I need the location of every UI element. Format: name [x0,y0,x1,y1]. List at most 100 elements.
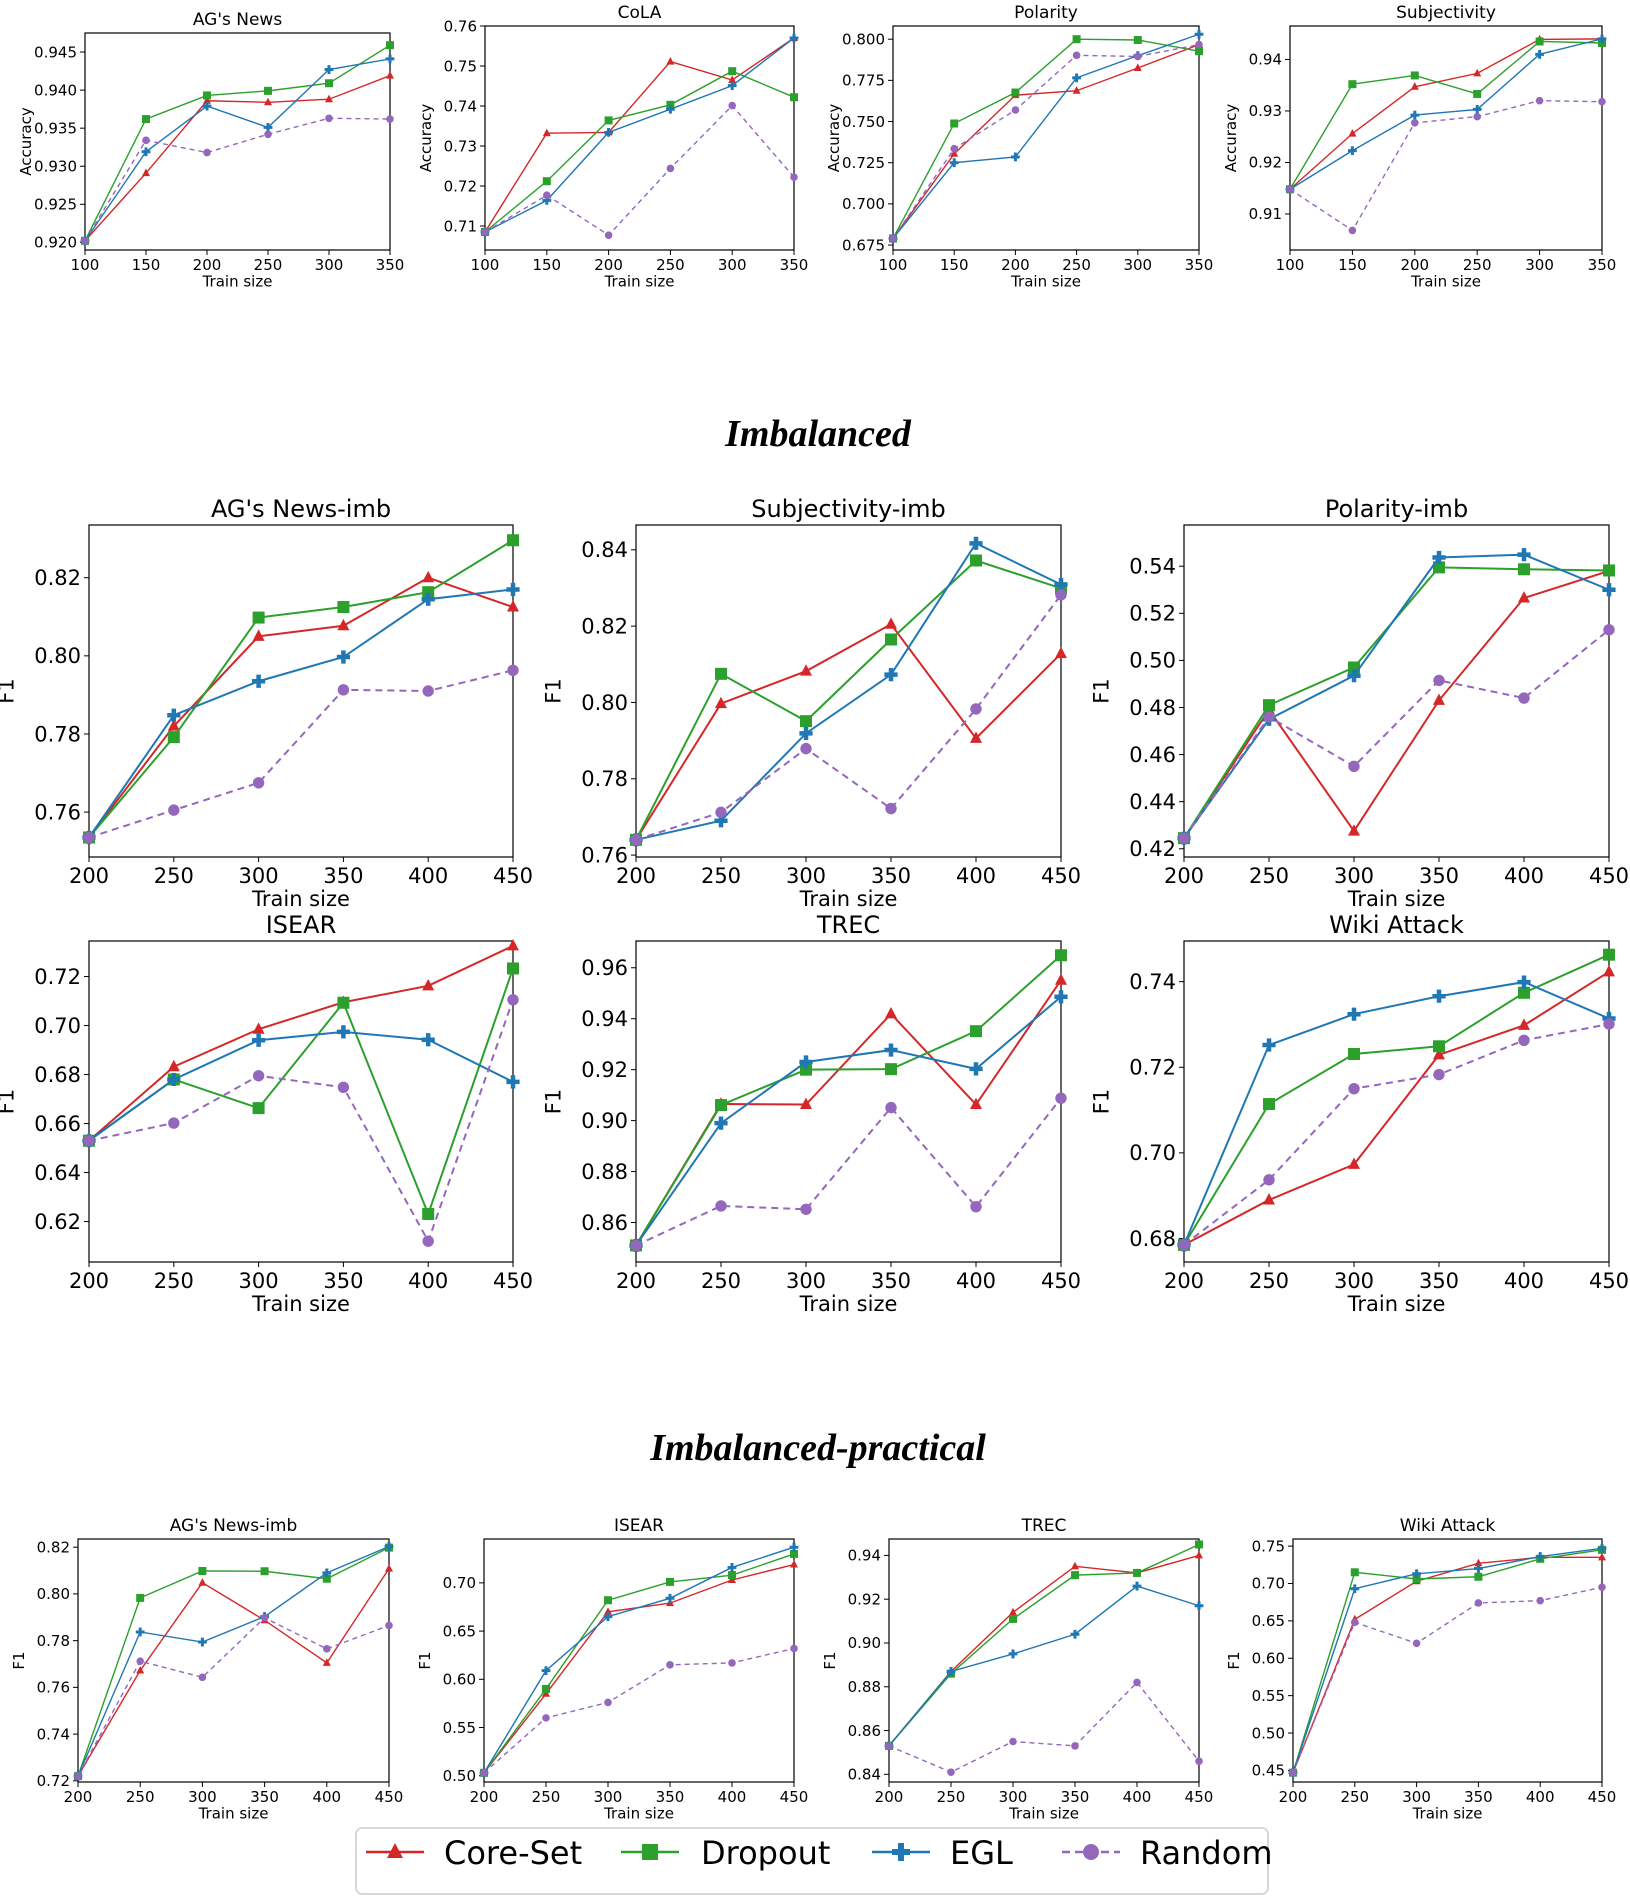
x-axis-label: Train size [799,1292,898,1316]
data-point-random [1055,589,1067,601]
chart-panel: Polarity 100 150 200 250 300 350 0.675 0.700 0.72… [825,3,1213,291]
y-tick-label: 0.72 [1129,1056,1176,1080]
data-point-random [386,115,394,123]
legend-item-egl: EGL [872,1834,1013,1872]
chart-title: TREC [816,911,880,939]
data-point-egl [1472,105,1482,114]
plot-frame [1183,524,1610,858]
data-point-coreset [970,731,982,743]
x-tick-label: 200 [69,1269,109,1293]
data-point-egl [946,1667,956,1676]
data-point-egl [727,1563,737,1572]
data-point-random [800,1203,812,1215]
charts-group: AG's News 100 150 200 250 300 350 0.920 0.925 0.9… [0,3,1629,1823]
data-point-random [970,703,982,715]
data-point-random [1286,185,1294,194]
data-point-dropout [1263,1098,1275,1111]
y-axis-label: F1 [541,678,565,703]
data-point-dropout [264,86,272,95]
chart-title: Polarity-imb [1325,495,1468,523]
plot-frame [888,1538,1200,1783]
series-line-egl [635,996,1062,1247]
data-point-random [480,1769,488,1777]
data-point-random [800,742,812,755]
data-point-random [950,144,958,153]
y-tick-label: 0.70 [443,1574,476,1592]
data-point-random [83,1135,95,1147]
data-point-dropout [1133,1568,1141,1577]
x-tick-label: 100 [1276,256,1305,274]
y-tick-label: 0.82 [581,614,628,638]
x-tick-label: 300 [1334,1269,1374,1293]
x-axis-label: Train size [198,1805,269,1823]
data-point-dropout [422,1207,435,1220]
y-axis-label: F1 [1089,1089,1113,1114]
data-point-dropout [542,1684,550,1693]
legend-item-random: Random [1062,1834,1272,1872]
x-tick-label: 300 [1334,864,1374,888]
section-title-imbalanced-practical: Imbalanced-practical [649,1427,986,1469]
y-axis-label: Accuracy [417,104,435,173]
y-tick-label: 0.76 [34,800,81,824]
data-point-dropout [604,1596,612,1605]
data-point-random [1598,1583,1606,1592]
series-line-egl [483,1546,795,1774]
chart-panel: Wiki Attack 200 250 300 350 400 450 0.45 0.50 0.5… [1225,1516,1616,1823]
data-point-dropout [386,41,394,50]
data-point-random [481,228,489,236]
series-line-dropout [484,70,795,233]
data-point-coreset [167,1059,180,1072]
x-tick-label: 200 [1164,864,1204,888]
data-point-dropout [422,586,435,599]
y-tick-label: 0.55 [443,1719,476,1737]
data-point-dropout [715,667,727,680]
y-tick-label: 0.930 [34,157,77,175]
data-point-dropout [666,1577,674,1586]
legend-marker-egl [892,1843,910,1861]
data-point-dropout [1195,47,1203,56]
y-tick-label: 0.76 [37,1679,70,1697]
data-point-random [1072,51,1081,60]
data-point-coreset [252,629,265,641]
data-point-dropout [885,633,897,646]
x-tick-label: 300 [1123,256,1152,274]
y-tick-label: 0.76 [581,843,628,867]
data-point-dropout [885,1063,897,1076]
data-point-random [790,173,798,181]
data-point-random [1411,119,1419,127]
y-axis-label: F1 [10,1651,28,1669]
data-point-coreset [728,1575,736,1583]
y-tick-label: 0.91 [1249,205,1282,223]
series-line-dropout [1183,953,1610,1246]
x-tick-label: 400 [956,1269,996,1293]
data-point-dropout [1071,1571,1079,1580]
data-point-random [889,234,897,243]
data-point-random [1433,674,1445,687]
x-tick-label: 150 [1338,256,1367,274]
data-point-egl [252,674,266,688]
x-tick-label: 350 [323,864,363,888]
x-tick-label: 400 [1504,1269,1544,1293]
y-tick-label: 0.920 [34,234,77,252]
data-point-random [1178,1239,1190,1251]
chart-title: AG's News-imb [170,1516,298,1536]
y-tick-label: 0.88 [581,1160,628,1184]
x-tick-label: 400 [956,864,996,888]
x-tick-label: 250 [532,1788,561,1806]
data-point-egl [385,54,395,64]
series-line-random [77,1616,390,1777]
data-point-random [323,1645,331,1653]
data-point-coreset [386,71,394,79]
x-tick-label: 250 [1249,1269,1289,1293]
series-line-dropout [77,1547,390,1777]
data-point-egl [167,1072,181,1087]
series-line-coreset [635,622,1062,841]
data-point-coreset [1518,591,1530,603]
chart-title: Wiki Attack [1329,911,1464,939]
data-point-coreset [950,149,959,157]
x-tick-label: 150 [532,256,561,274]
data-point-random [604,231,613,239]
series-line-random [1183,629,1610,839]
y-tick-label: 0.72 [34,965,81,989]
series-line-random [1183,1023,1610,1246]
